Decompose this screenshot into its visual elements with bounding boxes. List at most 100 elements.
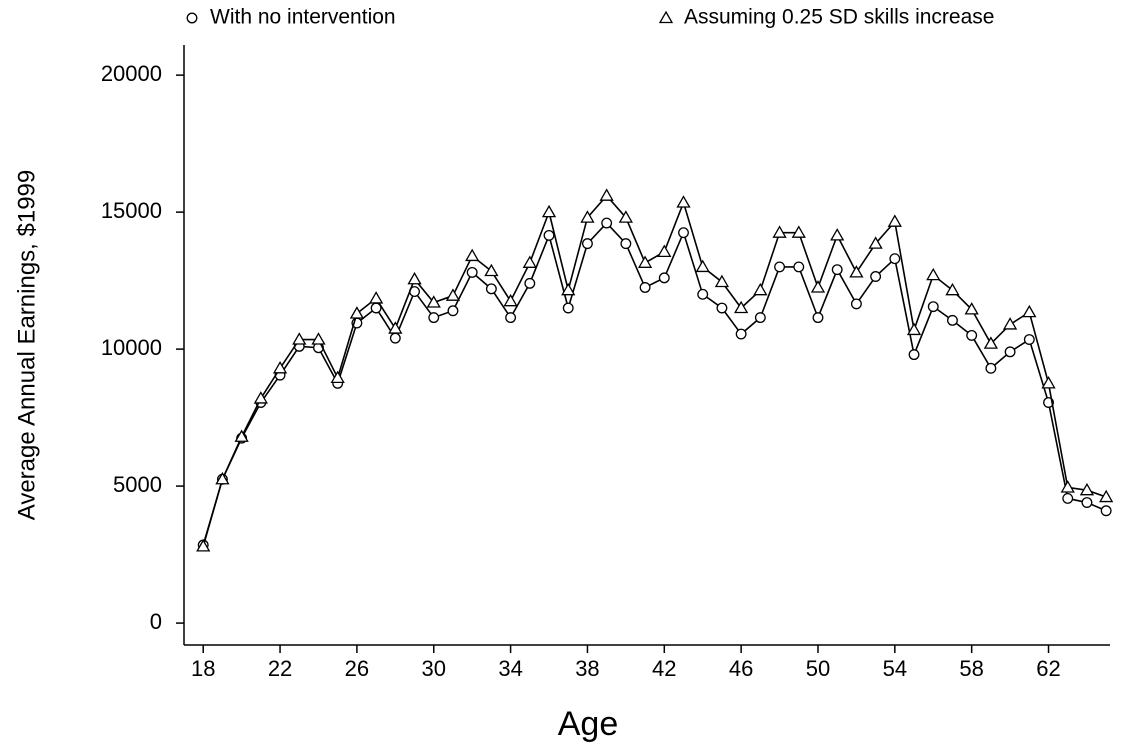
x-tick-label: 38: [575, 656, 599, 681]
triangle-marker: [657, 244, 672, 257]
circle-marker: [678, 227, 689, 239]
x-tick-label: 18: [191, 656, 215, 681]
triangle-marker: [637, 255, 653, 268]
circle-marker: [1062, 492, 1074, 504]
circle-marker: [562, 302, 574, 314]
circle-marker: [658, 272, 670, 284]
triangle-marker: [253, 391, 268, 404]
triangle-marker: [349, 306, 365, 319]
triangle-marker: [983, 336, 999, 349]
triangle-marker: [330, 370, 345, 384]
triangle-marker: [791, 225, 806, 238]
triangle-marker: [196, 539, 211, 552]
y-axis-title: Average Annual Earnings, $1999: [13, 170, 40, 521]
triangle-marker: [964, 302, 979, 315]
triangle-marker: [868, 236, 883, 249]
triangle-marker: [714, 274, 730, 288]
x-tick-label: 22: [268, 656, 292, 681]
triangle-marker: [426, 295, 441, 308]
circle-marker: [812, 312, 824, 324]
triangle-marker: [388, 321, 403, 334]
circle-marker: [966, 329, 978, 341]
circle-marker: [735, 328, 747, 340]
y-tick-label: 0: [150, 609, 162, 634]
triangle-marker: [541, 204, 557, 218]
triangle-marker: [1002, 317, 1018, 330]
y-tick-label: 10000: [101, 335, 162, 360]
circle-marker: [639, 282, 651, 293]
triangle-marker: [906, 322, 922, 336]
circle-marker: [428, 312, 440, 324]
triangle-marker: [734, 300, 749, 314]
triangle-marker: [810, 280, 826, 293]
triangle-marker: [887, 214, 902, 227]
x-tick-label: 62: [1036, 656, 1060, 681]
x-tick-label: 26: [345, 656, 369, 681]
circle-marker: [620, 238, 632, 250]
triangle-marker: [830, 228, 845, 241]
circle-marker: [505, 312, 517, 324]
triangle-marker: [695, 259, 710, 273]
legend-marker: [658, 10, 674, 24]
circle-marker: [697, 288, 709, 300]
triangle-marker: [772, 225, 787, 238]
series-line: [202, 194, 1107, 547]
triangle-marker: [599, 188, 614, 201]
triangle-marker: [849, 265, 864, 278]
legend-marker: [186, 12, 198, 24]
circle-marker: [447, 305, 459, 317]
triangle-marker: [484, 263, 499, 277]
circle-marker: [908, 349, 920, 361]
circle-marker: [754, 312, 766, 324]
circle-marker: [889, 253, 901, 265]
triangle-marker: [407, 271, 422, 285]
circle-marker: [485, 283, 497, 295]
y-tick-label: 20000: [101, 61, 162, 86]
x-tick-label: 34: [498, 656, 522, 681]
legend-label: With no intervention: [210, 6, 396, 29]
triangle-marker: [1099, 489, 1114, 503]
legend-label: Assuming 0.25 SD skills increase: [684, 6, 994, 29]
triangle-marker: [1060, 480, 1075, 493]
circle-marker: [543, 229, 555, 241]
circle-marker: [581, 238, 593, 250]
triangle-marker: [215, 471, 230, 485]
triangle-marker: [1041, 376, 1056, 389]
circle-marker: [601, 217, 613, 229]
circle-marker: [1081, 497, 1093, 508]
circle-marker: [947, 314, 958, 326]
y-tick-label: 15000: [101, 198, 162, 223]
x-axis-title: Age: [558, 705, 619, 743]
circle-marker: [466, 266, 478, 278]
circle-marker: [524, 277, 536, 289]
x-tick-label: 54: [883, 656, 907, 681]
circle-marker: [1023, 334, 1035, 345]
triangle-marker: [368, 291, 384, 304]
triangle-marker: [503, 293, 518, 307]
triangle-marker: [1079, 482, 1095, 496]
triangle-marker: [234, 429, 249, 442]
triangle-marker: [522, 255, 537, 268]
circle-marker: [716, 302, 728, 314]
x-tick-label: 50: [806, 656, 830, 681]
circle-marker: [389, 332, 401, 344]
circle-marker: [870, 271, 882, 282]
circle-marker: [793, 261, 805, 273]
x-tick-label: 42: [652, 656, 676, 681]
circle-marker: [774, 261, 786, 273]
triangle-marker: [926, 267, 941, 281]
triangle-marker: [676, 195, 691, 208]
x-tick-label: 30: [422, 656, 446, 681]
triangle-marker: [561, 282, 576, 296]
circle-marker: [1004, 346, 1016, 358]
triangle-marker: [272, 360, 288, 374]
triangle-marker: [292, 332, 307, 345]
triangle-marker: [1022, 304, 1037, 318]
triangle-marker: [445, 288, 461, 301]
circle-marker: [1100, 505, 1112, 517]
triangle-marker: [945, 282, 960, 296]
triangle-marker: [311, 332, 326, 345]
triangle-marker: [618, 210, 633, 223]
circle-marker: [927, 301, 939, 313]
x-tick-label: 46: [729, 656, 753, 681]
